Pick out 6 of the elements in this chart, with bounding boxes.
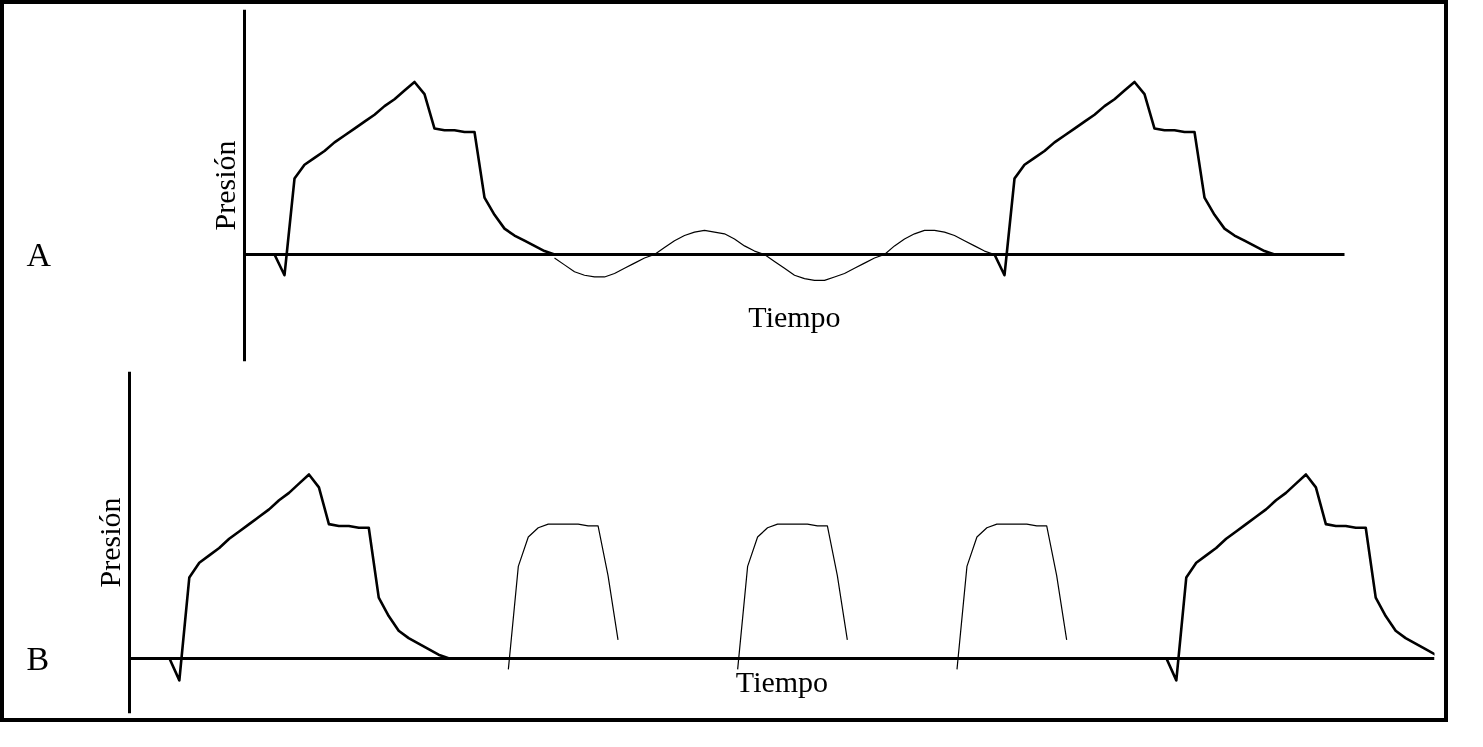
- text: A: [26, 236, 52, 274]
- x-axis-title: Tiempo: [748, 299, 841, 333]
- y-axis-title: Presión: [92, 497, 126, 588]
- y-axis-title: Presión: [207, 140, 241, 231]
- x-axis-title: Tiempo: [735, 664, 829, 698]
- text: B: [26, 639, 50, 677]
